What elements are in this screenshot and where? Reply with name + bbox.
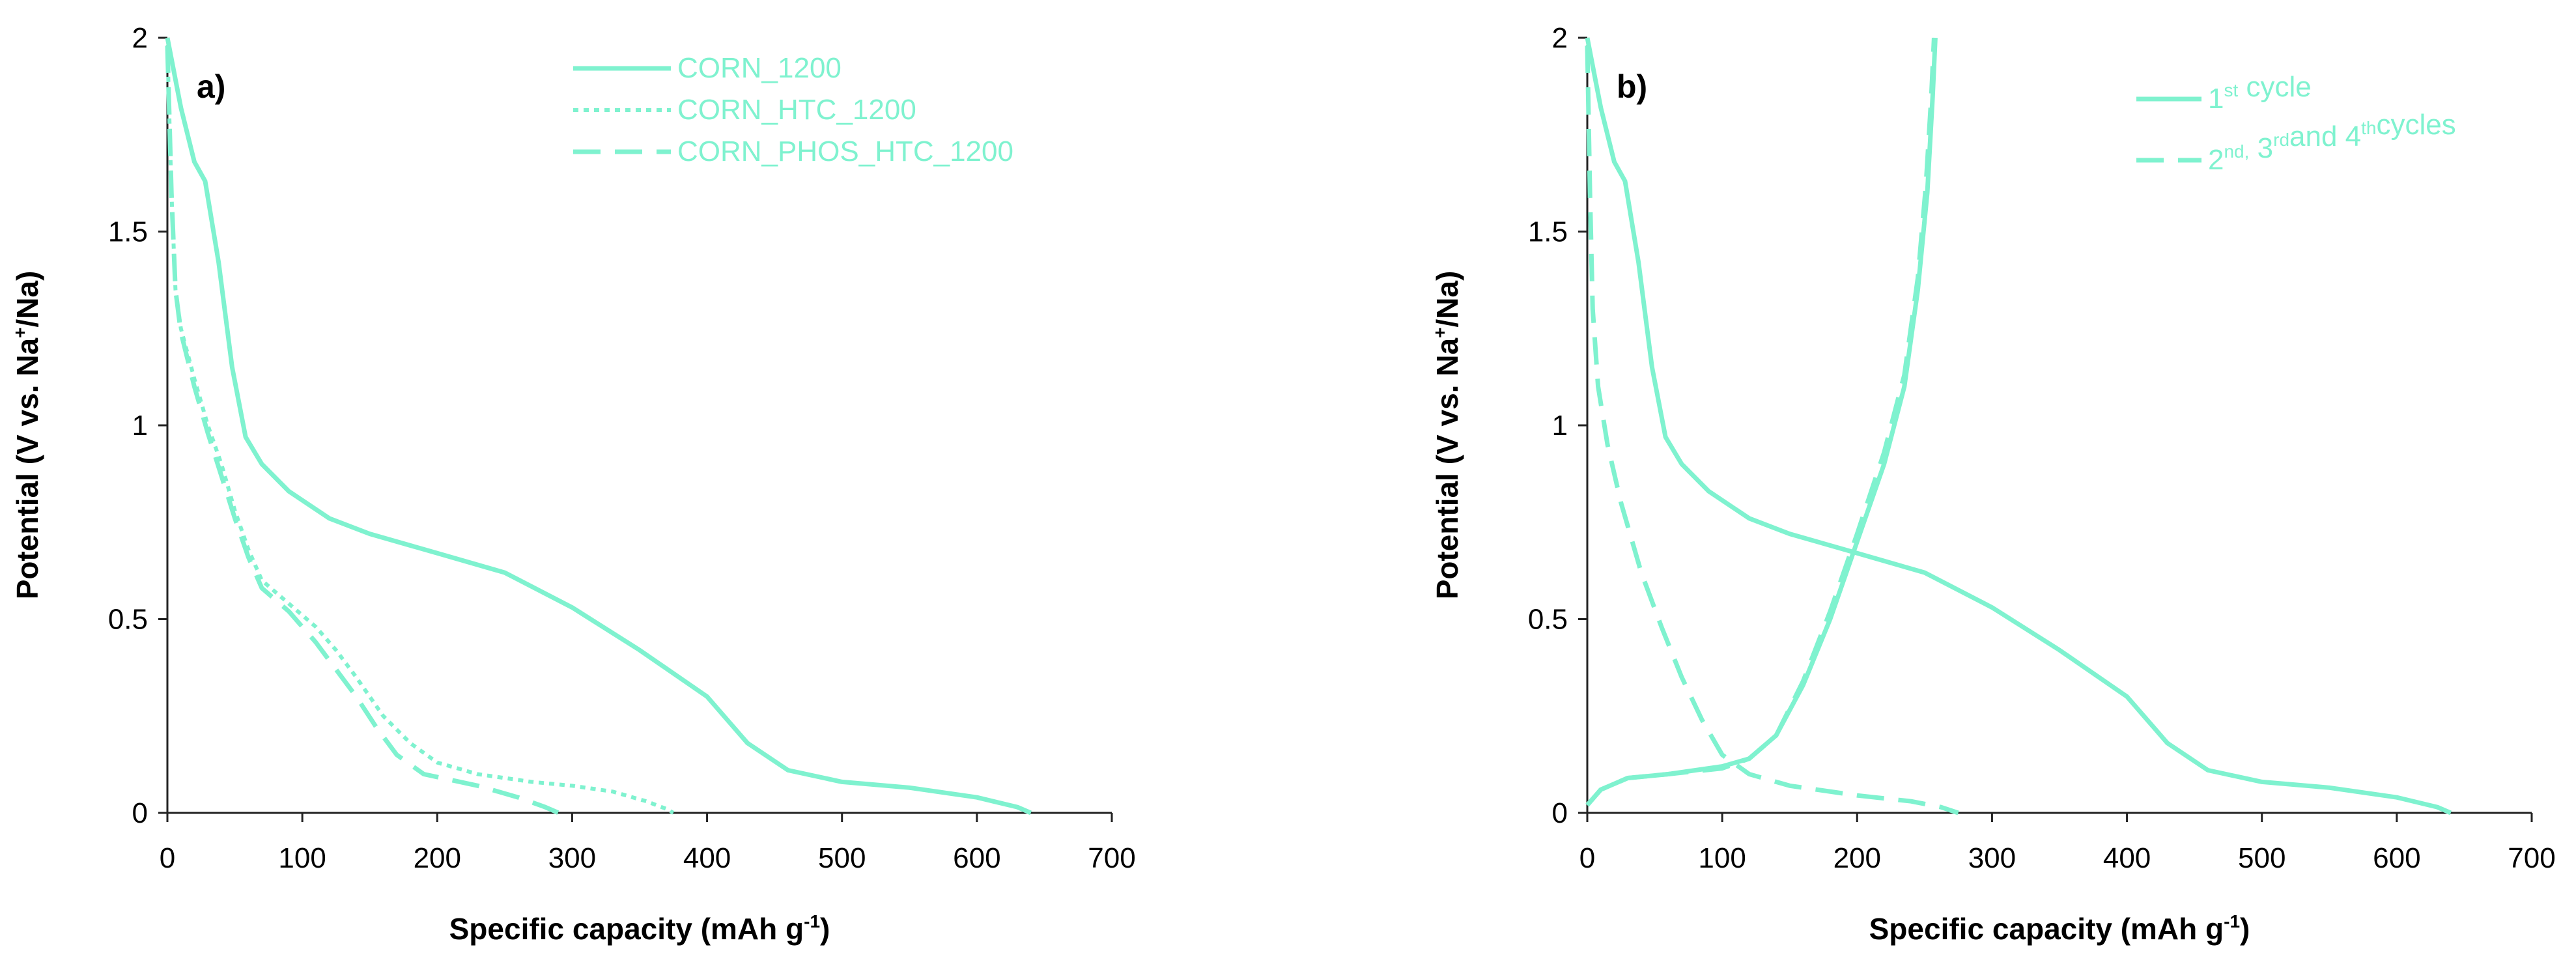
axes [1586,38,2532,814]
x-tick-label: 400 [683,842,731,874]
x-tick-label: 600 [2373,842,2420,874]
x-tick-label: 100 [1698,842,1746,874]
y-tick-label: 0 [132,797,148,829]
x-tick-label: 500 [2238,842,2286,874]
series-line-corn-htc-1200 [165,45,675,815]
y-tick-label: 0 [1552,797,1568,829]
y-axis-title: Potential (V vs. Na+/Na) [10,271,44,600]
series-line-2nd-3rd-and-4th-cycles-discharge- [1585,45,1959,815]
y-tick-label: 2 [132,22,148,54]
panel-a: Potential (V vs. Na+/Na) Specific capaci… [10,22,1136,946]
y-tick-label: 1.5 [108,216,148,248]
legend-entry: CORN_HTC_1200 [677,94,916,126]
x-tick-label: 300 [1968,842,2016,874]
series-line-2nd-3rd-and-4th-cycles-charge- [1585,37,1936,807]
x-tick-label: 300 [548,842,596,874]
y-tick-label: 0.5 [108,604,148,636]
series-line-corn-1200 [165,37,1032,815]
series-group [1585,37,2452,815]
x-tick-label: 200 [414,842,461,874]
x-tick-label: 500 [818,842,866,874]
x-tick-label: 700 [2508,842,2555,874]
panel-label: a) [197,68,225,105]
x-tick-label: 600 [953,842,1000,874]
x-ticks: 0 100 200 300 400 500 600 700 [1579,813,2556,874]
x-tick-label: 200 [1833,842,1881,874]
x-axis-title: Specific capacity (mAh g-1) [1869,911,2250,946]
panel-b: Potential (V vs. Na+/Na) Specific capaci… [1430,22,2556,946]
x-axis-title: Specific capacity (mAh g-1) [449,911,830,946]
legend-entry: 1st cycle [2208,71,2312,115]
y-tick-label: 2 [1552,22,1568,54]
series-line-corn-phos-htc-1200 [165,45,560,815]
y-tick-label: 1 [1552,410,1568,442]
series-line-1st-cycle-charge- [1585,37,1938,807]
y-ticks: 0 0.5 1 1.5 2 [1528,22,1587,829]
y-axis-title: Potential (V vs. Na+/Na) [1430,271,1464,600]
series-line-1st-cycle-discharge- [1585,37,2452,815]
series-group [165,37,1032,815]
x-ticks: 0 100 200 300 400 500 600 700 [160,813,1136,874]
legend-entry: 2nd, 3rdand 4thcycles [2208,109,2456,176]
x-tick-label: 700 [1088,842,1135,874]
y-tick-label: 1.5 [1528,216,1568,248]
panel-label: b) [1617,68,1647,105]
y-tick-label: 0.5 [1528,604,1568,636]
legend: CORN_1200 CORN_HTC_1200 CORN_PHOS_HTC_1200 [573,52,1013,167]
y-tick-label: 1 [132,410,148,442]
x-tick-label: 400 [2103,842,2151,874]
x-tick-label: 0 [160,842,175,874]
y-ticks: 0 0.5 1 1.5 2 [108,22,167,829]
legend-entry: CORN_1200 [677,52,842,84]
x-tick-label: 100 [278,842,326,874]
legend-entry: CORN_PHOS_HTC_1200 [677,135,1013,167]
x-tick-label: 0 [1579,842,1595,874]
